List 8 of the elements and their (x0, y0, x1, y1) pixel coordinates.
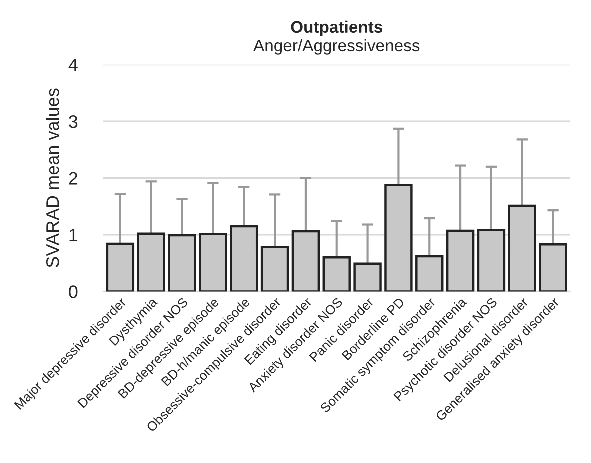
y-tick-label: 3 (69, 115, 78, 128)
chart-title: Outpatients (291, 20, 382, 36)
y-axis-title: SVARAD mean values (46, 88, 60, 268)
y-tick-label: 1 (70, 229, 78, 242)
y-tick-label: 0 (69, 286, 78, 298)
y-tick-label: 4 (68, 58, 78, 72)
chart-subtitle: Anger/Aggressiveness (254, 39, 420, 55)
y-tick-label: 2 (69, 172, 78, 185)
